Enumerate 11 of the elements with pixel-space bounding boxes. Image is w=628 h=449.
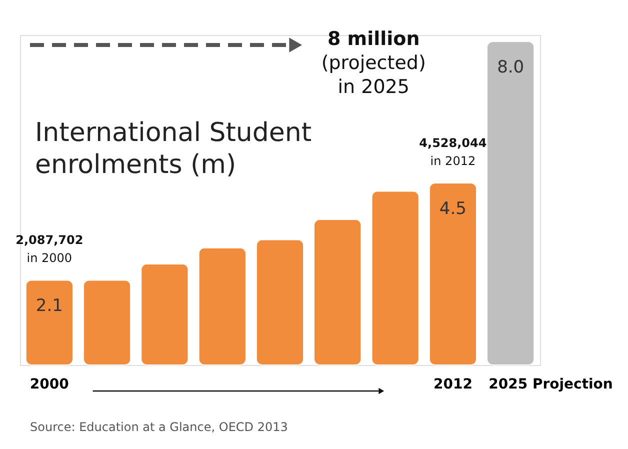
annotation: 8 million (projected) in 2025 — [321, 28, 426, 98]
annotation: 2,087,702 in 2000 — [16, 233, 84, 266]
source-note: Source: Education at a Glance, OECD 2013 — [30, 420, 288, 434]
x-tick-label: 2012 — [433, 376, 472, 392]
data-label: 8.0 — [497, 57, 524, 78]
x-tick-label: 2000 — [30, 376, 70, 392]
data-label: 2.1 — [36, 296, 63, 316]
data-label: 4.5 — [439, 199, 466, 220]
annotation: 4,528,044 in 2012 — [419, 136, 487, 168]
x-tick-label: 2025 Projection — [488, 376, 613, 392]
text: International Student enrolments (m) — [35, 118, 312, 180]
